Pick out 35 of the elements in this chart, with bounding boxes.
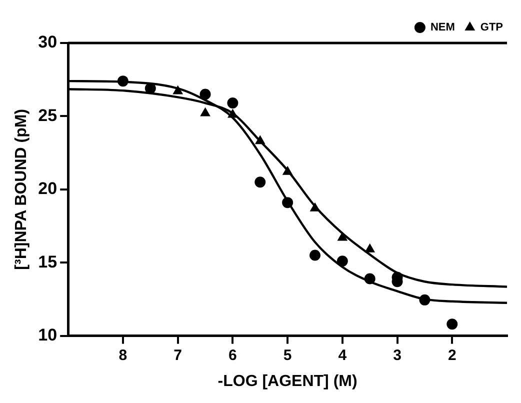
point xyxy=(200,88,211,100)
point xyxy=(282,166,292,175)
point xyxy=(144,82,156,94)
point xyxy=(173,86,183,94)
point xyxy=(228,109,238,118)
x-tick-label: 2 xyxy=(448,346,456,364)
point xyxy=(200,108,210,116)
y-tick-label: 25 xyxy=(38,106,58,125)
point xyxy=(310,202,320,212)
x-tick-label: 8 xyxy=(118,346,128,364)
point xyxy=(227,98,238,109)
point xyxy=(446,318,458,330)
point xyxy=(336,256,348,267)
y-axis-title: [³H]NPA BOUND (pM) xyxy=(13,108,30,270)
y-tick-label: 10 xyxy=(38,325,58,344)
point xyxy=(117,76,128,87)
point xyxy=(419,294,430,306)
x-tick-label: 7 xyxy=(174,346,182,364)
point xyxy=(364,273,376,284)
x-tick-label: 4 xyxy=(338,346,348,364)
point xyxy=(255,136,265,144)
legend-label: NEM xyxy=(430,22,455,34)
x-tick-label: 5 xyxy=(283,346,292,364)
point xyxy=(309,250,320,261)
legend-label: GTP xyxy=(480,22,504,34)
y-tick-label: 30 xyxy=(38,32,58,52)
point xyxy=(254,176,266,188)
point xyxy=(282,197,294,208)
x-tick-label: 6 xyxy=(228,346,237,364)
x-tick-label: 3 xyxy=(393,346,402,364)
x-axis-title: -LOG [AGENT] (M) xyxy=(218,372,358,390)
y-tick-label: 20 xyxy=(38,179,58,198)
y-tick-label: 15 xyxy=(38,252,58,272)
point xyxy=(365,244,375,252)
point xyxy=(338,232,348,241)
